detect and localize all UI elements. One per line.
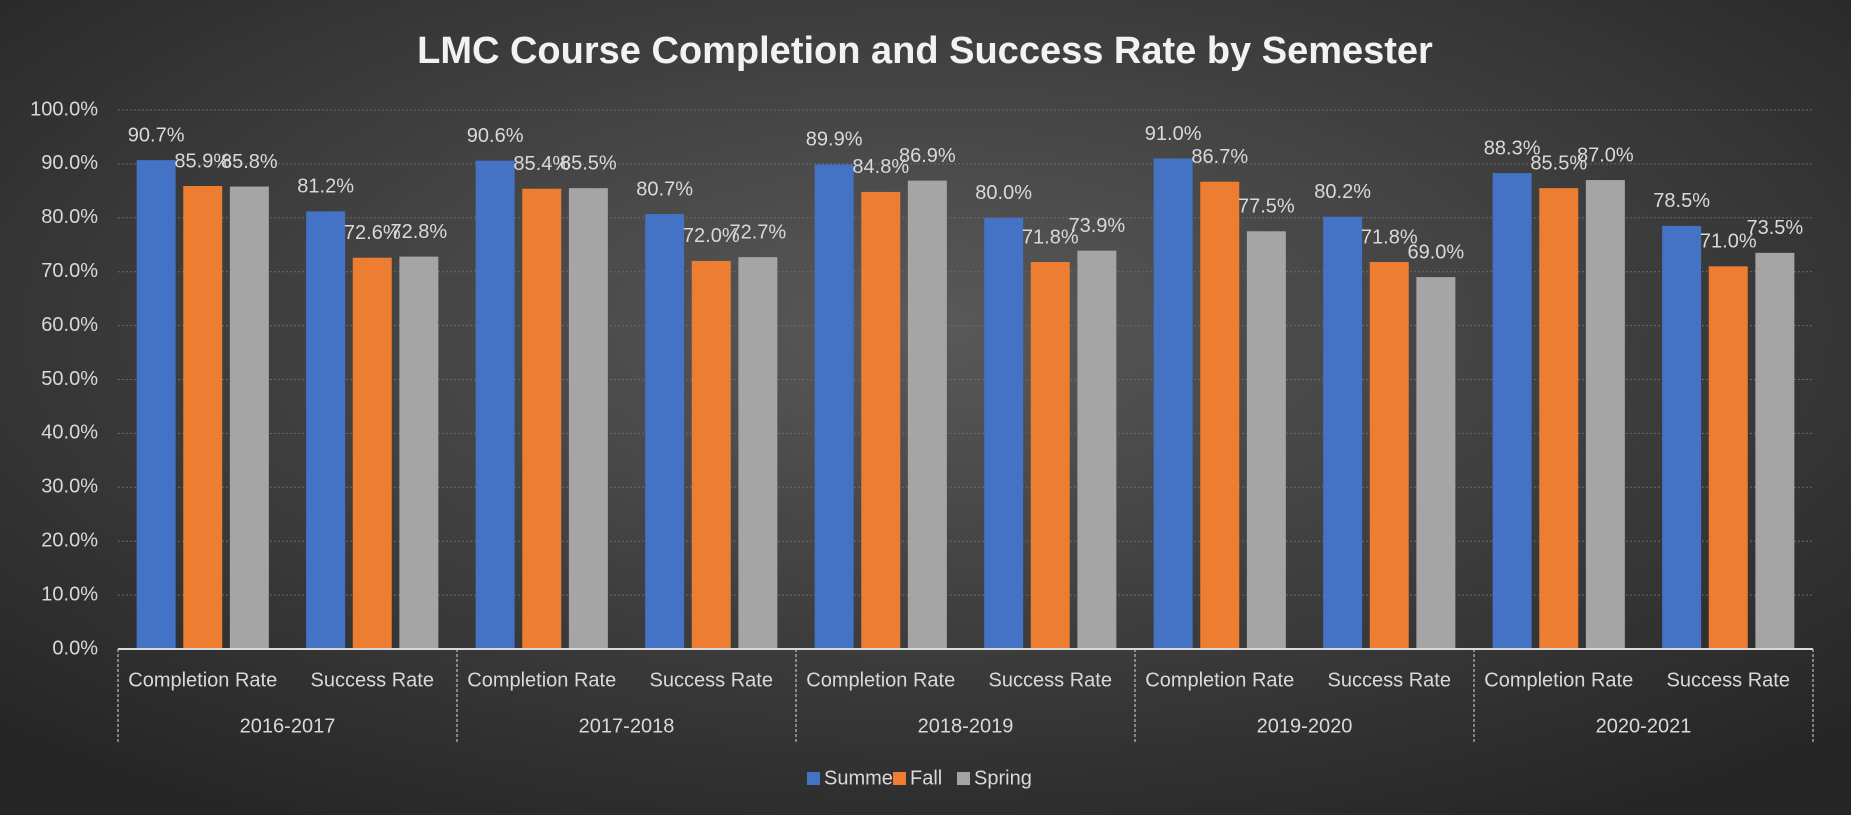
data-label: 85.4% xyxy=(513,153,570,175)
x-tick-label: Completion Rate xyxy=(1145,669,1294,691)
bar xyxy=(645,214,685,650)
bar xyxy=(1416,277,1456,649)
bar xyxy=(306,211,346,649)
bar xyxy=(475,160,515,649)
data-label: 80.0% xyxy=(975,182,1032,204)
data-label: 80.7% xyxy=(636,178,693,200)
legend-label: Summer xyxy=(824,767,900,789)
legend-label: Fall xyxy=(910,767,942,789)
data-label: 72.0% xyxy=(683,225,740,247)
data-label: 80.2% xyxy=(1314,181,1371,203)
x-tick-label: Completion Rate xyxy=(467,669,616,691)
bar xyxy=(229,186,269,649)
bar xyxy=(907,180,947,649)
data-label: 85.8% xyxy=(221,151,278,173)
data-label: 78.5% xyxy=(1653,190,1710,212)
bar xyxy=(1030,261,1070,649)
x-tick-label: Success Rate xyxy=(1667,669,1790,691)
x-tick-label: Success Rate xyxy=(1328,669,1451,691)
y-tick-label: 100.0% xyxy=(30,98,98,120)
group-label: 2018-2019 xyxy=(918,715,1014,737)
x-tick-label: Success Rate xyxy=(989,669,1112,691)
bar xyxy=(1585,180,1625,649)
group-label: 2016-2017 xyxy=(240,715,336,737)
y-tick-label: 50.0% xyxy=(41,368,98,390)
data-label: 72.8% xyxy=(391,221,448,243)
data-label: 90.7% xyxy=(128,124,185,146)
data-label: 91.0% xyxy=(1145,123,1202,145)
data-label: 73.9% xyxy=(1069,215,1126,237)
x-tick-label: Success Rate xyxy=(650,669,773,691)
data-label: 69.0% xyxy=(1408,241,1465,263)
bar xyxy=(1246,231,1286,649)
y-tick-label: 60.0% xyxy=(41,314,98,336)
bar xyxy=(1662,225,1702,649)
bar xyxy=(1200,181,1240,649)
data-label: 81.2% xyxy=(297,176,354,198)
bar xyxy=(814,164,854,649)
data-label: 85.5% xyxy=(560,152,617,174)
data-label: 77.5% xyxy=(1238,196,1295,218)
y-tick-label: 90.0% xyxy=(41,152,98,174)
bar xyxy=(568,188,608,649)
bar xyxy=(136,160,176,649)
bar xyxy=(738,257,778,649)
data-label: 73.5% xyxy=(1747,217,1804,239)
data-label: 72.7% xyxy=(730,221,787,243)
data-label: 88.3% xyxy=(1484,137,1541,159)
bar xyxy=(691,260,731,649)
y-tick-label: 0.0% xyxy=(52,637,98,659)
x-tick-label: Success Rate xyxy=(311,669,434,691)
group-label: 2017-2018 xyxy=(579,715,675,737)
data-label: 86.7% xyxy=(1191,146,1248,168)
bar xyxy=(1369,261,1409,649)
data-label: 71.0% xyxy=(1700,231,1757,253)
chart-title: LMC Course Completion and Success Rate b… xyxy=(417,30,1433,72)
bar xyxy=(1492,173,1532,650)
legend-swatch xyxy=(893,772,906,785)
group-label: 2019-2020 xyxy=(1257,715,1353,737)
bar xyxy=(1323,216,1363,650)
bar xyxy=(1539,188,1579,649)
data-label: 85.9% xyxy=(174,150,231,172)
y-tick-label: 70.0% xyxy=(41,260,98,282)
bar xyxy=(352,257,392,649)
x-tick-label: Completion Rate xyxy=(806,669,955,691)
y-tick-label: 20.0% xyxy=(41,529,98,551)
data-label: 71.8% xyxy=(1022,226,1079,248)
bar xyxy=(1153,158,1193,649)
data-label: 89.9% xyxy=(806,129,863,151)
bar xyxy=(861,191,901,650)
bar xyxy=(1755,252,1795,649)
bar xyxy=(522,188,562,649)
data-label: 72.6% xyxy=(344,222,401,244)
y-tick-label: 30.0% xyxy=(41,476,98,498)
data-label: 85.5% xyxy=(1530,152,1587,174)
data-label: 71.8% xyxy=(1361,226,1418,248)
data-label: 84.8% xyxy=(852,156,909,178)
legend-swatch xyxy=(807,772,820,785)
bar xyxy=(1077,250,1117,649)
bar xyxy=(399,256,439,649)
y-tick-label: 40.0% xyxy=(41,422,98,444)
data-label: 87.0% xyxy=(1577,144,1634,166)
data-label: 90.6% xyxy=(467,125,524,147)
bar xyxy=(183,185,223,649)
legend-swatch xyxy=(957,772,970,785)
y-tick-label: 10.0% xyxy=(41,583,98,605)
legend-label: Spring xyxy=(974,767,1032,789)
bar xyxy=(1708,266,1748,649)
data-label: 86.9% xyxy=(899,145,956,167)
bar xyxy=(984,217,1024,650)
y-tick-label: 80.0% xyxy=(41,206,98,228)
x-tick-label: Completion Rate xyxy=(1484,669,1633,691)
group-label: 2020-2021 xyxy=(1596,715,1692,737)
x-tick-label: Completion Rate xyxy=(128,669,277,691)
